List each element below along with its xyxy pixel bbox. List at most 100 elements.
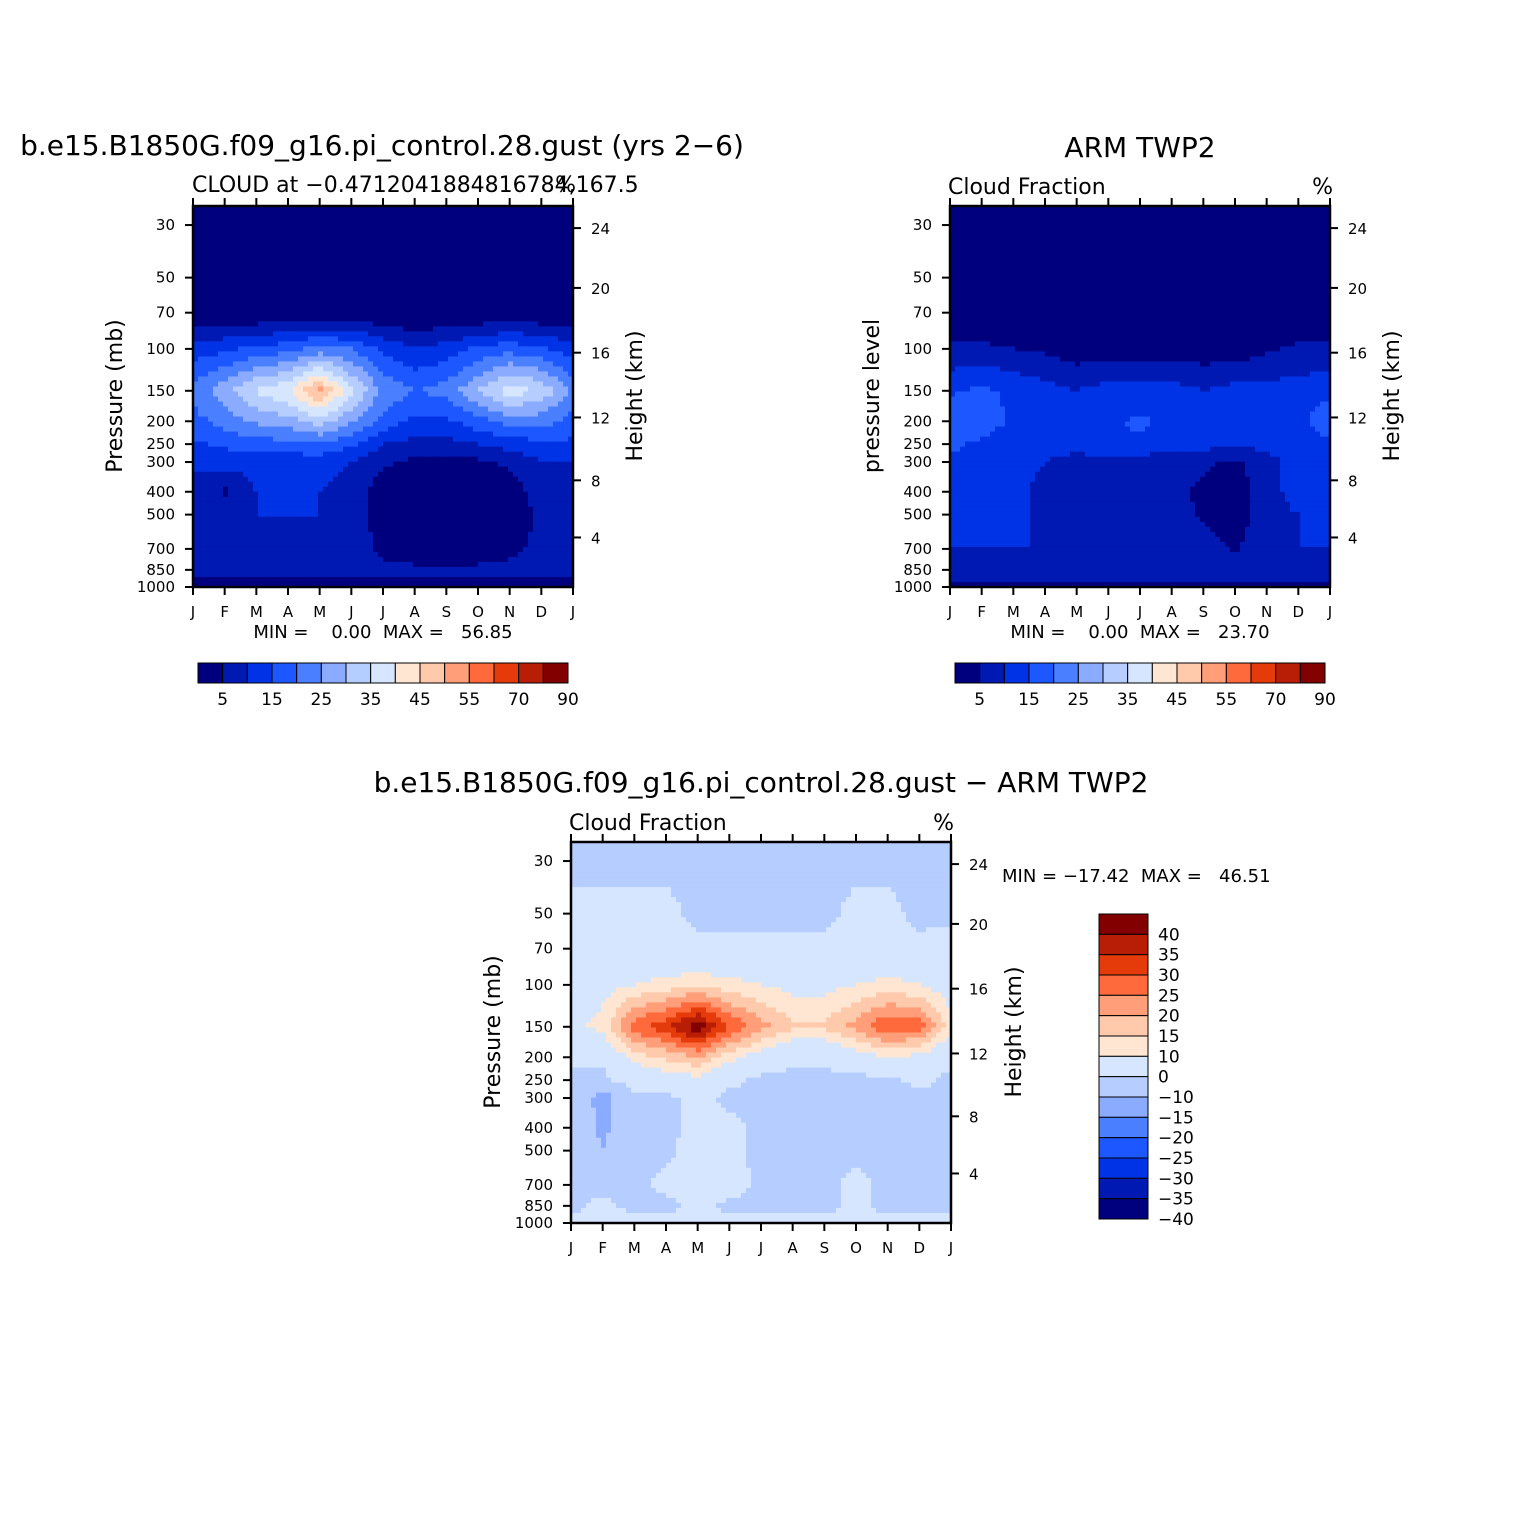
model-cell — [238, 361, 244, 368]
model-cell — [318, 206, 324, 212]
model-cell — [413, 506, 419, 513]
model-cell — [223, 471, 229, 478]
model-cell — [443, 501, 449, 508]
model-cell — [508, 416, 514, 423]
model-cell — [473, 436, 479, 443]
model-cell — [458, 251, 464, 257]
model-cell — [388, 311, 394, 317]
model-cell — [323, 326, 329, 332]
model-cell — [538, 486, 544, 493]
model-cell — [443, 386, 449, 393]
model-cell — [218, 491, 224, 498]
model-cell — [193, 206, 199, 212]
model-cell — [348, 341, 354, 347]
model-cell — [238, 491, 244, 498]
model-cell — [258, 291, 264, 297]
model-cell — [363, 431, 369, 438]
model-cell — [508, 511, 514, 518]
model-cell — [543, 251, 549, 257]
model-cell — [433, 476, 439, 483]
model-cell — [333, 446, 339, 453]
model-cell — [338, 446, 344, 453]
model-cell — [568, 521, 574, 528]
model-cell — [463, 501, 469, 508]
model-cell — [378, 211, 384, 217]
model-cell — [228, 386, 234, 393]
model-cell — [368, 286, 374, 292]
model-cell — [558, 366, 564, 373]
model-cell — [378, 531, 384, 538]
model-cell — [348, 281, 354, 287]
model-cell — [393, 366, 399, 373]
model-cell — [568, 456, 574, 463]
model-cell — [338, 266, 344, 272]
model-cell — [213, 216, 219, 222]
model-cell — [338, 296, 344, 302]
model-cell — [433, 381, 439, 388]
model-cell — [543, 246, 549, 252]
model-cell — [543, 276, 549, 282]
model-cell — [493, 511, 499, 518]
model-cell — [218, 296, 224, 302]
model-cell — [373, 251, 379, 257]
model-cell — [318, 326, 324, 332]
model-cell — [258, 506, 264, 513]
model-cell — [213, 251, 219, 257]
model-cell — [538, 251, 544, 257]
model-cell — [208, 366, 214, 373]
model-cell — [248, 266, 254, 272]
model-cell — [323, 476, 329, 483]
model-cell — [303, 486, 309, 493]
model-cell — [443, 251, 449, 257]
model-cell — [298, 216, 304, 222]
model-cell — [493, 206, 499, 212]
model-cell — [288, 446, 294, 453]
model-cell — [308, 531, 314, 538]
model-cell — [393, 486, 399, 493]
model-cell — [253, 356, 259, 362]
model-cell — [538, 261, 544, 267]
model-cell — [338, 246, 344, 252]
model-cell — [553, 361, 559, 368]
model-cell — [418, 451, 424, 458]
model-cell — [538, 271, 544, 277]
model-cell — [208, 341, 214, 347]
model-cell — [518, 291, 524, 297]
model-cell — [423, 241, 429, 247]
model-cell — [473, 406, 479, 413]
model-cell — [503, 451, 509, 458]
model-cell — [468, 361, 474, 368]
model-cell — [203, 211, 209, 217]
model-cell — [393, 216, 399, 222]
model-cell — [358, 286, 364, 292]
model-cell — [408, 226, 414, 232]
model-cell — [298, 241, 304, 247]
model-cell — [293, 531, 299, 538]
model-cell — [253, 366, 259, 373]
plot-layer: J F M A M J J A S O N D J305070100150200250300400500… — [137, 198, 1367, 1257]
model-cell — [198, 391, 204, 398]
model-cell — [353, 501, 359, 508]
model-cell — [223, 226, 229, 232]
model-cell — [388, 296, 394, 302]
model-cell — [473, 401, 479, 408]
model-cell — [218, 241, 224, 247]
model-cell — [348, 356, 354, 362]
model-cell — [313, 506, 319, 513]
model-cell — [393, 401, 399, 408]
model-cell — [488, 251, 494, 257]
model-cell — [548, 241, 554, 247]
model-cell — [323, 336, 329, 342]
model-cell — [393, 501, 399, 508]
model-cell — [553, 411, 559, 418]
model-cell — [348, 311, 354, 317]
model-cell — [508, 521, 514, 528]
model-cell — [433, 396, 439, 403]
model-cell — [528, 481, 534, 488]
model-cell — [208, 526, 214, 533]
model-cell — [523, 221, 529, 227]
model-cell — [408, 391, 414, 398]
model-cell — [293, 291, 299, 297]
model-cell — [448, 341, 454, 347]
model-cell — [213, 496, 219, 503]
